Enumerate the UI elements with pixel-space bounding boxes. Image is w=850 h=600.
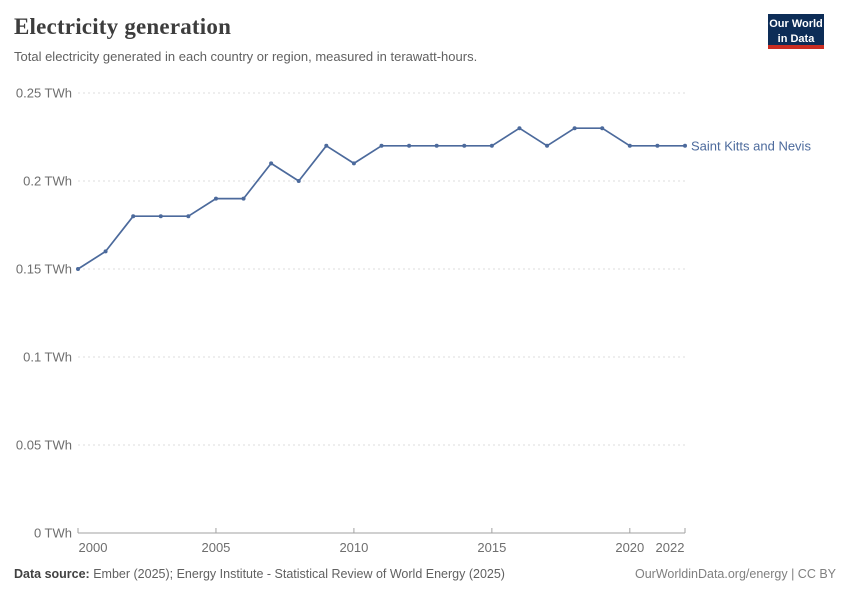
x-tick-label: 2015 <box>477 540 506 555</box>
data-point-marker[interactable] <box>158 214 163 219</box>
data-point-marker[interactable] <box>379 143 384 148</box>
owid-logo-line1: Our World <box>769 18 823 30</box>
data-point-marker[interactable] <box>655 143 660 148</box>
data-point-marker[interactable] <box>627 143 632 148</box>
data-point-marker[interactable] <box>600 126 605 131</box>
chart-header: Electricity generation Total electricity… <box>14 14 754 64</box>
page-title: Electricity generation <box>14 14 232 39</box>
data-source-note: Data source: Ember (2025); Energy Instit… <box>14 567 505 581</box>
y-tick-label: 0.05 TWh <box>16 438 72 453</box>
y-tick-label: 0.1 TWh <box>23 350 72 365</box>
data-point-marker[interactable] <box>351 161 356 166</box>
data-point-marker[interactable] <box>103 249 108 254</box>
page-subtitle: Total electricity generated in each coun… <box>14 49 478 64</box>
data-point-marker[interactable] <box>76 267 80 271</box>
series-line[interactable] <box>77 127 686 270</box>
data-source-text: Ember (2025); Energy Institute - Statist… <box>89 567 505 581</box>
data-source-label: Data source: <box>14 567 90 581</box>
data-point-marker[interactable] <box>213 196 218 201</box>
owid-logo[interactable]: Our World in Data <box>768 14 824 49</box>
data-point-marker[interactable] <box>131 214 136 219</box>
x-tick-label: 2005 <box>201 540 230 555</box>
data-point-marker[interactable] <box>296 179 301 183</box>
data-point-marker[interactable] <box>683 143 687 148</box>
data-point-marker[interactable] <box>517 126 522 131</box>
y-tick-label: 0.2 TWh <box>23 174 72 189</box>
data-point-marker[interactable] <box>489 143 494 148</box>
chart-footer: Data source: Ember (2025); Energy Instit… <box>14 567 836 581</box>
owid-logo-line2: in Data <box>777 32 815 45</box>
y-tick-label: 0.15 TWh <box>16 262 72 277</box>
data-point-marker[interactable] <box>434 143 439 148</box>
y-tick-label: 0 TWh <box>34 526 72 541</box>
data-point-marker[interactable] <box>545 143 550 148</box>
x-tick-label: 2020 <box>615 540 644 555</box>
entity-label[interactable]: Saint Kitts and Nevis <box>691 138 811 153</box>
data-point-marker[interactable] <box>186 214 191 219</box>
data-point-marker[interactable] <box>572 126 577 131</box>
data-point-marker[interactable] <box>407 143 412 148</box>
data-point-marker[interactable] <box>241 196 246 201</box>
x-tick-label: 2000 <box>79 540 108 555</box>
data-point-marker[interactable] <box>324 143 329 148</box>
y-tick-label: 0.25 TWh <box>16 86 72 101</box>
x-tick-label: 2022 <box>656 540 685 555</box>
data-point-marker[interactable] <box>269 161 274 166</box>
owid-url-license[interactable]: OurWorldinData.org/energy | CC BY <box>634 567 836 581</box>
data-point-marker[interactable] <box>462 143 467 148</box>
x-tick-label: 2010 <box>339 540 368 555</box>
